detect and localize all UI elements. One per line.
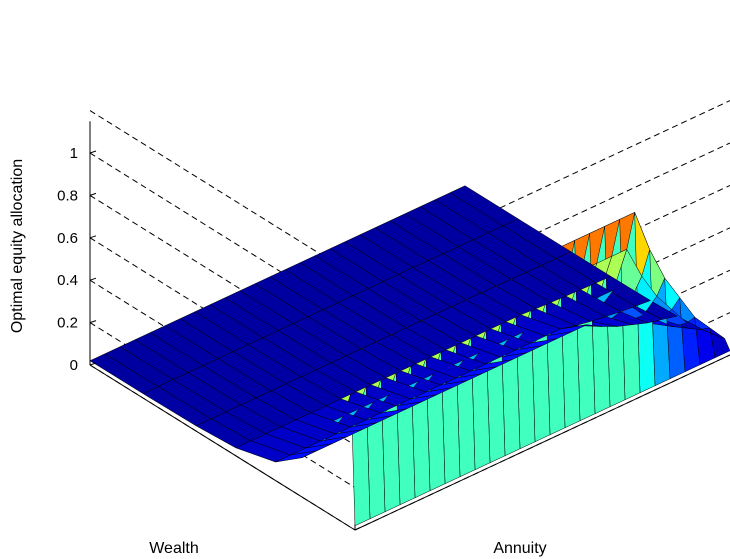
z-tick-mark bbox=[89, 192, 97, 196]
z-grid-line-annuity bbox=[354, 184, 730, 361]
z-tick-label: 0.6 bbox=[57, 230, 78, 247]
z-grid-line-wealth bbox=[89, 364, 356, 531]
z-grid-line-annuity bbox=[354, 100, 730, 277]
z-tick-mark bbox=[89, 150, 97, 154]
z-tick-labels: 0 0.2 0.4 0.6 0.8 1 bbox=[57, 145, 97, 374]
x-axis-label: Wealth bbox=[149, 540, 199, 557]
z-tick-label: 0.8 bbox=[57, 187, 78, 204]
z-tick-mark bbox=[89, 362, 97, 366]
z-tick-mark bbox=[89, 320, 97, 324]
z-tick-label: 0.2 bbox=[57, 315, 78, 332]
z-tick-label: 0 bbox=[70, 357, 78, 374]
z-tick-label: 0.4 bbox=[57, 272, 78, 289]
surface-mesh bbox=[89, 185, 730, 527]
z-axis-label: Optimal equity allocation bbox=[9, 159, 26, 333]
z-grid-line-wealth bbox=[89, 110, 356, 277]
z-tick-mark bbox=[89, 235, 97, 239]
surface-patch bbox=[89, 353, 159, 394]
z-grid-line-annuity bbox=[354, 354, 730, 531]
z-tick-mark bbox=[89, 277, 97, 281]
z-tick-label: 1 bbox=[70, 145, 78, 162]
z-grid-line-annuity bbox=[354, 227, 730, 404]
z-grid-line-annuity bbox=[354, 142, 730, 319]
y-axis-label: Annuity bbox=[493, 540, 546, 557]
